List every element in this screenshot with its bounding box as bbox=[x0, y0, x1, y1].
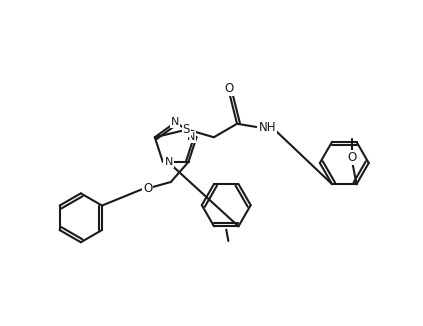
Text: N: N bbox=[165, 157, 173, 167]
Text: O: O bbox=[143, 182, 152, 195]
Text: S: S bbox=[183, 123, 190, 136]
Text: O: O bbox=[348, 151, 357, 164]
Text: O: O bbox=[225, 82, 234, 95]
Text: N: N bbox=[187, 132, 195, 142]
Text: N: N bbox=[170, 117, 179, 127]
Text: NH: NH bbox=[258, 122, 276, 135]
